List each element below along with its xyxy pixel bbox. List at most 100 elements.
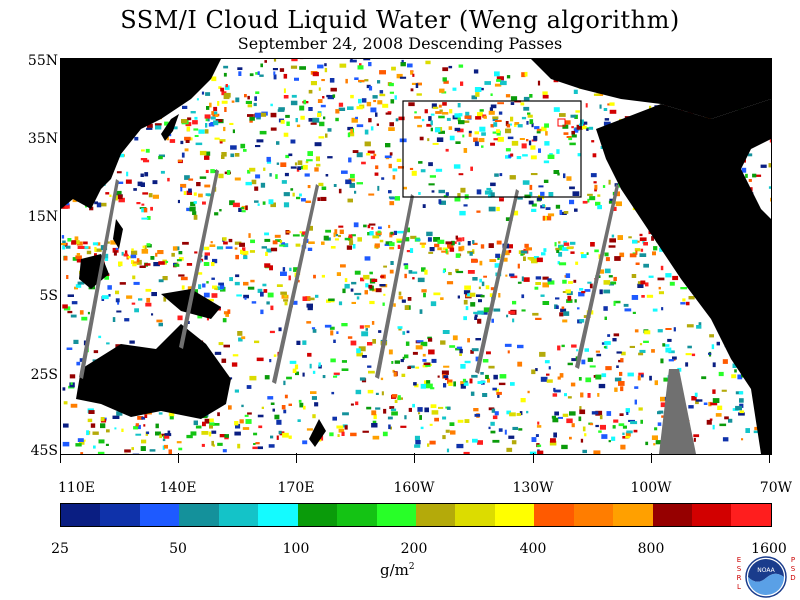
cloud-pixel bbox=[112, 415, 120, 419]
cloud-pixel bbox=[651, 349, 655, 353]
cloud-pixel bbox=[221, 358, 227, 363]
cloud-pixel bbox=[371, 423, 378, 428]
orbit-gaps bbox=[79, 169, 696, 454]
cloud-pixel bbox=[133, 426, 139, 430]
cloud-pixel bbox=[540, 376, 548, 382]
cloud-pixel bbox=[218, 173, 224, 179]
cloud-pixel bbox=[475, 92, 480, 97]
cloud-pixel bbox=[512, 426, 519, 430]
cloud-pixel bbox=[356, 106, 363, 110]
lat-label: 55N bbox=[27, 53, 58, 69]
cloud-pixel bbox=[234, 431, 241, 436]
cloud-pixel bbox=[428, 349, 435, 355]
cloud-pixel bbox=[396, 158, 402, 162]
cloud-pixel bbox=[321, 241, 325, 245]
cloud-pixel bbox=[67, 310, 73, 314]
cloud-pixel bbox=[406, 250, 411, 253]
cloud-pixel bbox=[397, 166, 404, 169]
cloud-pixel bbox=[471, 259, 478, 263]
cloud-pixel bbox=[568, 281, 573, 284]
cloud-pixel bbox=[498, 293, 501, 298]
cloud-pixel bbox=[314, 402, 319, 407]
cloud-pixel bbox=[158, 412, 163, 415]
cloud-pixel bbox=[589, 196, 596, 201]
cloud-pixel bbox=[531, 369, 536, 375]
cloud-pixel bbox=[506, 124, 511, 128]
cloud-pixel bbox=[660, 358, 664, 364]
cloud-pixel bbox=[257, 446, 263, 450]
cloud-pixel bbox=[273, 74, 277, 80]
cloud-pixel bbox=[562, 319, 568, 323]
cloud-pixel bbox=[737, 374, 743, 380]
cloud-pixel bbox=[74, 236, 79, 240]
cloud-pixel bbox=[427, 138, 430, 142]
cloud-pixel bbox=[316, 163, 321, 167]
cloud-pixel bbox=[163, 296, 167, 302]
cloud-pixel bbox=[506, 447, 513, 452]
cloud-pixel bbox=[230, 153, 235, 158]
cloud-pixel bbox=[577, 153, 581, 157]
cloud-pixel bbox=[712, 389, 716, 394]
cloud-pixel bbox=[443, 365, 450, 368]
cloud-pixel bbox=[594, 249, 599, 253]
cloud-pixel bbox=[140, 182, 145, 187]
cloud-pixel bbox=[560, 308, 567, 313]
cloud-pixel bbox=[137, 416, 143, 420]
cloud-pixel bbox=[452, 335, 458, 341]
cloud-pixel bbox=[281, 405, 286, 410]
cloud-pixel bbox=[369, 300, 375, 305]
cloud-pixel bbox=[603, 306, 608, 311]
cloud-pixel bbox=[510, 153, 514, 157]
cloud-pixel bbox=[467, 293, 470, 297]
cloud-pixel bbox=[325, 133, 328, 138]
cloud-pixel bbox=[394, 399, 398, 403]
cloud-pixel bbox=[728, 418, 733, 423]
lon-tick bbox=[769, 453, 770, 463]
cloud-pixel bbox=[493, 122, 498, 127]
cloud-pixel bbox=[579, 288, 584, 291]
cloud-pixel bbox=[533, 256, 539, 260]
cloud-pixel bbox=[441, 370, 449, 375]
cloud-pixel bbox=[687, 345, 692, 349]
cloud-pixel bbox=[551, 415, 556, 419]
cloud-pixel bbox=[529, 191, 533, 197]
cloud-pixel bbox=[581, 359, 586, 365]
cloud-pixel bbox=[323, 235, 329, 241]
colorbar-swatch bbox=[297, 504, 338, 526]
cloud-pixel bbox=[289, 267, 292, 272]
cloud-pixel bbox=[456, 270, 464, 274]
cloud-pixel bbox=[392, 168, 398, 172]
cloud-pixel bbox=[397, 326, 403, 329]
cloud-pixel bbox=[527, 114, 533, 118]
colorbar-tick-label: 400 bbox=[519, 541, 547, 557]
cloud-pixel bbox=[370, 126, 374, 131]
cloud-pixel bbox=[243, 294, 249, 299]
colorbar-swatch bbox=[455, 504, 495, 526]
cloud-pixel bbox=[372, 95, 378, 99]
cloud-pixel bbox=[542, 94, 549, 99]
cloud-pixel bbox=[241, 336, 246, 340]
cloud-pixel bbox=[245, 205, 248, 211]
orbit-gap bbox=[179, 169, 219, 349]
cloud-pixel bbox=[572, 191, 580, 196]
cloud-pixel bbox=[279, 240, 283, 244]
cloud-pixel bbox=[319, 121, 325, 127]
cloud-pixel bbox=[356, 348, 361, 354]
cloud-pixel bbox=[223, 344, 230, 348]
cloud-pixel bbox=[283, 243, 289, 248]
cloud-pixel bbox=[604, 118, 610, 121]
cloud-pixel bbox=[360, 277, 365, 282]
cloud-pixel bbox=[63, 256, 68, 261]
cloud-pixel bbox=[418, 192, 421, 195]
cloud-pixel bbox=[193, 214, 198, 220]
cloud-pixel bbox=[306, 321, 312, 324]
cloud-pixel bbox=[382, 302, 385, 306]
cloud-pixel bbox=[459, 353, 462, 356]
cloud-pixel bbox=[470, 349, 474, 354]
cloud-pixel bbox=[439, 109, 443, 112]
cloud-pixel bbox=[371, 410, 377, 416]
cloud-pixel bbox=[428, 251, 434, 254]
cloud-pixel bbox=[529, 94, 533, 98]
cloud-pixel bbox=[344, 425, 348, 430]
cloud-pixel bbox=[368, 118, 372, 123]
